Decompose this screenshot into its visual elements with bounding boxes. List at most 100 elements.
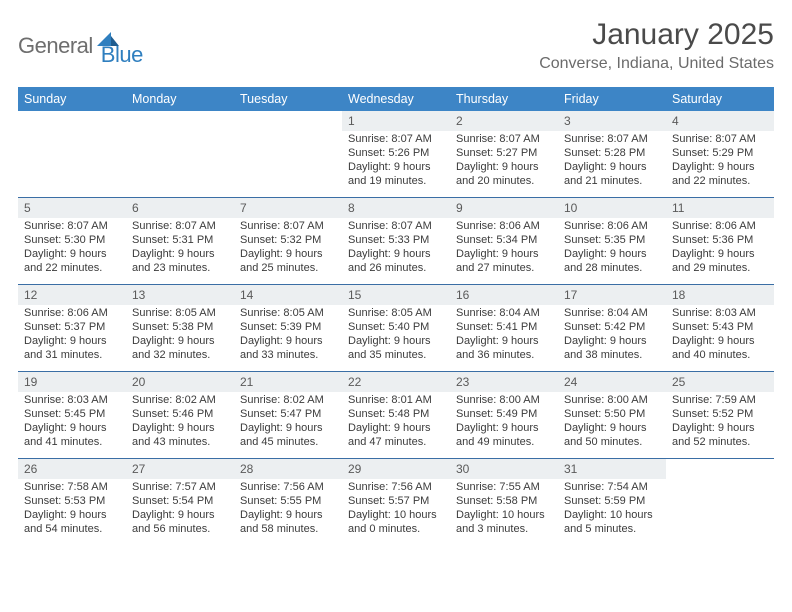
day-number: 10	[558, 198, 666, 218]
day-number: 9	[450, 198, 558, 218]
day-body: Sunrise: 8:06 AMSunset: 5:34 PMDaylight:…	[450, 218, 558, 279]
day-body: Sunrise: 8:05 AMSunset: 5:38 PMDaylight:…	[126, 305, 234, 366]
day-cell: 7Sunrise: 8:07 AMSunset: 5:32 PMDaylight…	[234, 198, 342, 284]
day-body: Sunrise: 8:07 AMSunset: 5:26 PMDaylight:…	[342, 131, 450, 192]
day-cell: 31Sunrise: 7:54 AMSunset: 5:59 PMDayligh…	[558, 459, 666, 545]
day-body: Sunrise: 8:06 AMSunset: 5:36 PMDaylight:…	[666, 218, 774, 279]
week-row: 19Sunrise: 8:03 AMSunset: 5:45 PMDayligh…	[18, 372, 774, 459]
month-title: January 2025	[539, 18, 774, 51]
day-body: Sunrise: 8:07 AMSunset: 5:31 PMDaylight:…	[126, 218, 234, 279]
day-number: 6	[126, 198, 234, 218]
day-cell: 13Sunrise: 8:05 AMSunset: 5:38 PMDayligh…	[126, 285, 234, 371]
day-cell: 10Sunrise: 8:06 AMSunset: 5:35 PMDayligh…	[558, 198, 666, 284]
day-body: Sunrise: 8:05 AMSunset: 5:39 PMDaylight:…	[234, 305, 342, 366]
day-number: 19	[18, 372, 126, 392]
day-body: Sunrise: 8:07 AMSunset: 5:29 PMDaylight:…	[666, 131, 774, 192]
week-row: 26Sunrise: 7:58 AMSunset: 5:53 PMDayligh…	[18, 459, 774, 545]
day-cell: 1Sunrise: 8:07 AMSunset: 5:26 PMDaylight…	[342, 111, 450, 197]
day-number: 12	[18, 285, 126, 305]
day-cell: 2Sunrise: 8:07 AMSunset: 5:27 PMDaylight…	[450, 111, 558, 197]
day-body: Sunrise: 8:07 AMSunset: 5:28 PMDaylight:…	[558, 131, 666, 192]
day-cell: 11Sunrise: 8:06 AMSunset: 5:36 PMDayligh…	[666, 198, 774, 284]
day-number: 28	[234, 459, 342, 479]
calendar: SundayMondayTuesdayWednesdayThursdayFrid…	[18, 87, 774, 545]
page: General Blue January 2025 Converse, Indi…	[0, 0, 792, 612]
day-body: Sunrise: 8:02 AMSunset: 5:47 PMDaylight:…	[234, 392, 342, 453]
day-number: 20	[126, 372, 234, 392]
weeks-container: ...1Sunrise: 8:07 AMSunset: 5:26 PMDayli…	[18, 111, 774, 545]
day-number: 26	[18, 459, 126, 479]
day-number: 8	[342, 198, 450, 218]
day-cell: 20Sunrise: 8:02 AMSunset: 5:46 PMDayligh…	[126, 372, 234, 458]
day-body: Sunrise: 8:03 AMSunset: 5:43 PMDaylight:…	[666, 305, 774, 366]
day-body: Sunrise: 7:55 AMSunset: 5:58 PMDaylight:…	[450, 479, 558, 540]
day-cell: 25Sunrise: 7:59 AMSunset: 5:52 PMDayligh…	[666, 372, 774, 458]
day-body: Sunrise: 8:06 AMSunset: 5:37 PMDaylight:…	[18, 305, 126, 366]
day-body: Sunrise: 8:07 AMSunset: 5:27 PMDaylight:…	[450, 131, 558, 192]
brand-logo: General Blue	[18, 24, 143, 68]
day-cell: 26Sunrise: 7:58 AMSunset: 5:53 PMDayligh…	[18, 459, 126, 545]
day-number: 7	[234, 198, 342, 218]
dow-cell: Wednesday	[342, 87, 450, 111]
dow-header-row: SundayMondayTuesdayWednesdayThursdayFrid…	[18, 87, 774, 111]
day-number: 4	[666, 111, 774, 131]
dow-cell: Sunday	[18, 87, 126, 111]
day-cell: 14Sunrise: 8:05 AMSunset: 5:39 PMDayligh…	[234, 285, 342, 371]
day-body: Sunrise: 8:07 AMSunset: 5:32 PMDaylight:…	[234, 218, 342, 279]
day-cell: 23Sunrise: 8:00 AMSunset: 5:49 PMDayligh…	[450, 372, 558, 458]
dow-cell: Tuesday	[234, 87, 342, 111]
day-number: 30	[450, 459, 558, 479]
dow-cell: Saturday	[666, 87, 774, 111]
day-cell: 15Sunrise: 8:05 AMSunset: 5:40 PMDayligh…	[342, 285, 450, 371]
day-number: 13	[126, 285, 234, 305]
day-body: Sunrise: 7:56 AMSunset: 5:55 PMDaylight:…	[234, 479, 342, 540]
day-body: Sunrise: 7:58 AMSunset: 5:53 PMDaylight:…	[18, 479, 126, 540]
day-cell: 5Sunrise: 8:07 AMSunset: 5:30 PMDaylight…	[18, 198, 126, 284]
day-body: Sunrise: 7:56 AMSunset: 5:57 PMDaylight:…	[342, 479, 450, 540]
day-number: 15	[342, 285, 450, 305]
day-number: 1	[342, 111, 450, 131]
day-cell: 3Sunrise: 8:07 AMSunset: 5:28 PMDaylight…	[558, 111, 666, 197]
day-cell: 27Sunrise: 7:57 AMSunset: 5:54 PMDayligh…	[126, 459, 234, 545]
day-body: Sunrise: 8:05 AMSunset: 5:40 PMDaylight:…	[342, 305, 450, 366]
day-number: 14	[234, 285, 342, 305]
day-body: Sunrise: 8:04 AMSunset: 5:42 PMDaylight:…	[558, 305, 666, 366]
day-number: 31	[558, 459, 666, 479]
day-cell: .	[18, 111, 126, 197]
day-cell: 4Sunrise: 8:07 AMSunset: 5:29 PMDaylight…	[666, 111, 774, 197]
day-number: 5	[18, 198, 126, 218]
dow-cell: Monday	[126, 87, 234, 111]
day-number: 16	[450, 285, 558, 305]
day-number: 21	[234, 372, 342, 392]
day-number: 2	[450, 111, 558, 131]
header: General Blue January 2025 Converse, Indi…	[18, 18, 774, 73]
day-number: 18	[666, 285, 774, 305]
day-body: Sunrise: 7:59 AMSunset: 5:52 PMDaylight:…	[666, 392, 774, 453]
day-body: Sunrise: 8:01 AMSunset: 5:48 PMDaylight:…	[342, 392, 450, 453]
day-number: 3	[558, 111, 666, 131]
day-cell: 8Sunrise: 8:07 AMSunset: 5:33 PMDaylight…	[342, 198, 450, 284]
dow-cell: Thursday	[450, 87, 558, 111]
day-cell: 22Sunrise: 8:01 AMSunset: 5:48 PMDayligh…	[342, 372, 450, 458]
title-block: January 2025 Converse, Indiana, United S…	[539, 18, 774, 73]
day-number: 27	[126, 459, 234, 479]
week-row: ...1Sunrise: 8:07 AMSunset: 5:26 PMDayli…	[18, 111, 774, 198]
day-body: Sunrise: 8:04 AMSunset: 5:41 PMDaylight:…	[450, 305, 558, 366]
day-cell: 18Sunrise: 8:03 AMSunset: 5:43 PMDayligh…	[666, 285, 774, 371]
day-cell: 17Sunrise: 8:04 AMSunset: 5:42 PMDayligh…	[558, 285, 666, 371]
day-number: 11	[666, 198, 774, 218]
day-cell: 16Sunrise: 8:04 AMSunset: 5:41 PMDayligh…	[450, 285, 558, 371]
location-subtitle: Converse, Indiana, United States	[539, 55, 774, 73]
day-number: 25	[666, 372, 774, 392]
day-cell: 19Sunrise: 8:03 AMSunset: 5:45 PMDayligh…	[18, 372, 126, 458]
day-number: 17	[558, 285, 666, 305]
day-number: 22	[342, 372, 450, 392]
day-body: Sunrise: 8:03 AMSunset: 5:45 PMDaylight:…	[18, 392, 126, 453]
brand-word-2: Blue	[101, 42, 143, 68]
day-cell: .	[126, 111, 234, 197]
dow-cell: Friday	[558, 87, 666, 111]
day-cell: 9Sunrise: 8:06 AMSunset: 5:34 PMDaylight…	[450, 198, 558, 284]
week-row: 5Sunrise: 8:07 AMSunset: 5:30 PMDaylight…	[18, 198, 774, 285]
day-cell: 29Sunrise: 7:56 AMSunset: 5:57 PMDayligh…	[342, 459, 450, 545]
day-body: Sunrise: 8:00 AMSunset: 5:49 PMDaylight:…	[450, 392, 558, 453]
